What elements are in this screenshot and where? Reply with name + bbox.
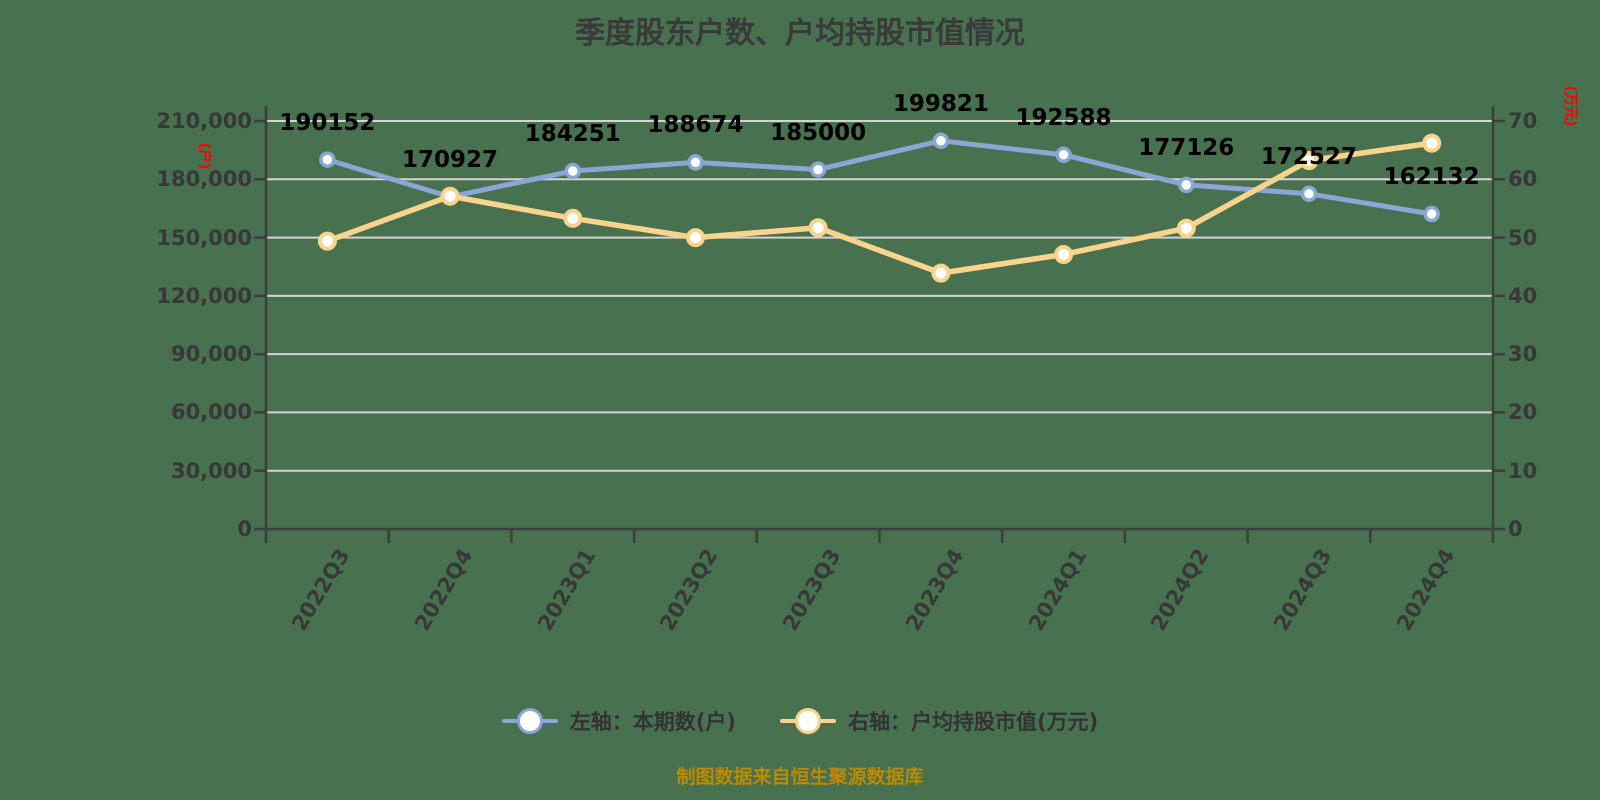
data-point-2022Q4 [440,186,460,206]
data-point-2023Q4 [931,263,951,283]
chart-title: 季度股东户数、户均持股市值情况 [575,16,1025,51]
data-point-2023Q2 [687,154,704,171]
legend: 左轴：本期数(户) 右轴：户均持股市值(万元) [0,706,1600,736]
data-point-2024Q3 [1299,151,1319,171]
data-point-2024Q1 [1055,146,1072,164]
data-point-2023Q3 [808,218,828,238]
data-point-2024Q3 [1300,185,1318,203]
data-point-2022Q3 [317,231,337,251]
data-point-2023Q4 [932,132,950,150]
legend-label: 左轴：本期数(户) [569,710,736,734]
legend-line-circle-icon [780,707,836,735]
data-point-2024Q1 [1054,245,1074,264]
data-source-note: 制图数据来自恒生聚源数据库 [676,766,924,788]
data-point-2024Q4 [1423,205,1440,223]
data-point-2023Q1 [563,208,583,228]
legend-label: 右轴：户均持股市值(万元) [848,710,1099,734]
data-point-2024Q2 [1178,176,1195,194]
legend-item-market-value[interactable]: 右轴：户均持股市值(万元) [780,706,1098,736]
data-point-2023Q2 [686,228,705,248]
legend-line-circle-icon [501,707,558,735]
data-point-2022Q3 [319,151,336,168]
series-line-market-value [324,140,1435,276]
legend-item-shareholders[interactable]: 左轴：本期数(户) [501,706,736,736]
data-point-2024Q4 [1422,133,1442,153]
data-point-2023Q1 [564,162,582,180]
series-line-shareholders [324,138,1435,217]
data-point-2024Q2 [1176,218,1196,238]
data-point-2023Q3 [809,161,827,178]
